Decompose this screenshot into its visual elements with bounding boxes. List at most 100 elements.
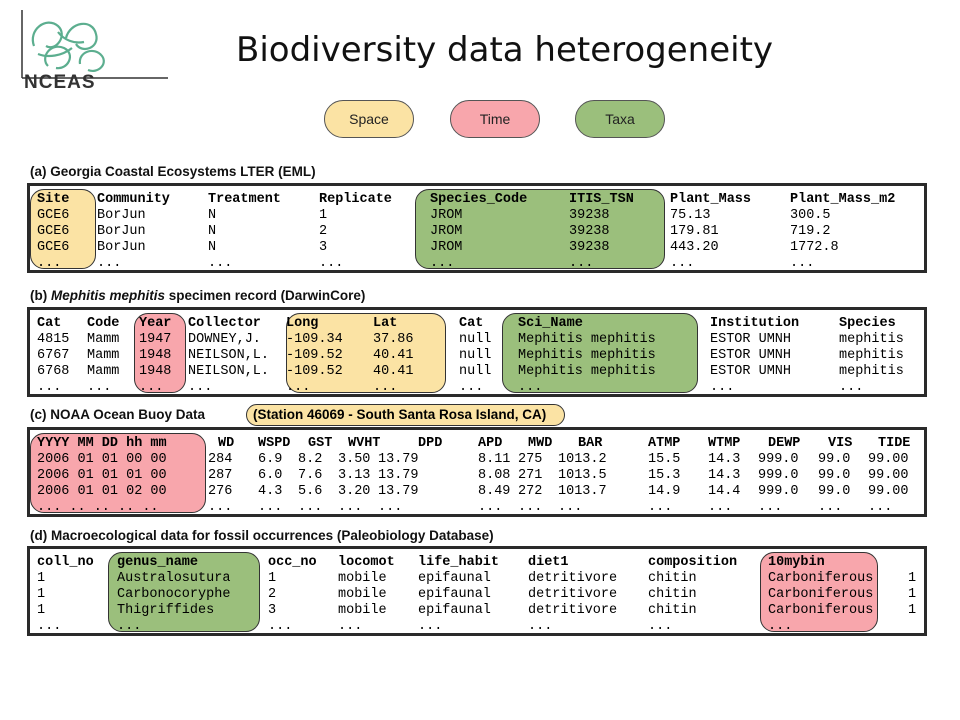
cell: 6.9 — [258, 452, 283, 467]
col-header: DPD — [418, 436, 443, 451]
cell: N — [208, 240, 217, 255]
cell: 272 — [518, 484, 543, 499]
cell: 14.9 — [648, 484, 681, 499]
cell: 6.0 — [258, 468, 283, 483]
cell: ... — [37, 619, 62, 634]
cell: 999.0 — [758, 452, 799, 467]
cell: 443.20 — [670, 240, 719, 255]
col-header: WSPD — [258, 436, 291, 451]
cell: chitin — [648, 571, 697, 586]
cell: 40.41 — [373, 364, 414, 379]
cell: 719.2 — [790, 224, 831, 239]
col-header: Site — [37, 192, 70, 207]
cell: 1 — [268, 571, 277, 586]
col-header: Species_Code — [430, 192, 528, 207]
col-header: WTMP — [708, 436, 741, 451]
cell: NEILSON,L. — [188, 348, 270, 363]
cell: ... — [710, 380, 735, 395]
cell: ... — [648, 500, 673, 515]
cell: 1 — [908, 571, 917, 586]
table-d: coll_no genus_name occ_no locomot life_h… — [27, 546, 927, 636]
cell: 3 — [319, 240, 328, 255]
cell: 284 — [208, 452, 233, 467]
cell: BorJun — [97, 224, 146, 239]
cell: 1013.2 — [558, 452, 607, 467]
cell: mephitis — [839, 364, 904, 379]
nceas-swirl-icon — [21, 10, 168, 79]
col-header: MWD — [528, 436, 553, 451]
col-header: genus_name — [117, 555, 199, 570]
cell: BorJun — [97, 240, 146, 255]
col-header: Replicate — [319, 192, 392, 207]
col-header: VIS — [828, 436, 853, 451]
cell: ESTOR UMNH — [710, 364, 792, 379]
caption-b: (b) Mephitis mephitis specimen record (D… — [30, 288, 365, 303]
cell: ... — [338, 500, 363, 515]
cell: 271 — [518, 468, 543, 483]
cell: 1948 — [139, 348, 172, 363]
cell: ... — [790, 256, 815, 271]
cell: 1948 — [139, 364, 172, 379]
cell: detritivore — [528, 603, 618, 618]
cell: ... — [768, 619, 793, 634]
col-header: diet1 — [528, 555, 569, 570]
cell: GCE6 — [37, 208, 70, 223]
cell: 99.00 — [868, 468, 909, 483]
cell: 4815 — [37, 332, 70, 347]
cell: mephitis — [839, 332, 904, 347]
col-header: YYYY MM DD hh mm — [37, 436, 167, 451]
cell: 1 — [37, 587, 46, 602]
cell: DOWNEY,J. — [188, 332, 261, 347]
cell: 37.86 — [373, 332, 414, 347]
cell: ... — [708, 500, 733, 515]
cell: 13.79 — [378, 484, 419, 499]
cell: 8.2 — [298, 452, 323, 467]
cell: mobile — [338, 603, 387, 618]
cell: 179.81 — [670, 224, 719, 239]
cell: 1 — [908, 587, 917, 602]
cell: Mamm — [87, 332, 120, 347]
cell: 275 — [518, 452, 543, 467]
highlight-time — [760, 552, 878, 632]
cell: 13.79 — [378, 468, 419, 483]
cell: 2 — [319, 224, 328, 239]
caption-d: (d) Macroecological data for fossil occu… — [30, 528, 494, 543]
cell: JROM — [430, 224, 463, 239]
highlight-taxa — [415, 189, 665, 269]
col-header: Cat — [459, 316, 484, 331]
table-a: Site Community Treatment Replicate Speci… — [27, 183, 927, 273]
cell: 300.5 — [790, 208, 831, 223]
cell: Mamm — [87, 364, 120, 379]
cell: N — [208, 208, 217, 223]
cell: Mephitis mephitis — [518, 348, 656, 363]
cell: ... — [518, 380, 543, 395]
cell: epifaunal — [418, 571, 491, 586]
cell: Mephitis mephitis — [518, 364, 656, 379]
cell: 8.49 — [478, 484, 511, 499]
col-header: Long — [286, 316, 319, 331]
cell: 7.6 — [298, 468, 323, 483]
col-header: Community — [97, 192, 170, 207]
cell: null — [459, 348, 492, 363]
cell: ... .. .. .. .. — [37, 500, 159, 515]
cell: JROM — [430, 240, 463, 255]
cell: 75.13 — [670, 208, 711, 223]
cell: ... — [139, 380, 164, 395]
cell: 1947 — [139, 332, 172, 347]
cell: 3.20 — [338, 484, 371, 499]
cell: 99.00 — [868, 484, 909, 499]
cell: ... — [648, 619, 673, 634]
col-header: Institution — [710, 316, 800, 331]
cell: 1 — [319, 208, 328, 223]
table-c: YYYY MM DD hh mm WD WSPD GST WVHT DPD AP… — [27, 427, 927, 517]
cell: ... — [37, 380, 62, 395]
cell: null — [459, 364, 492, 379]
cell: 5.6 — [298, 484, 323, 499]
col-header: WD — [218, 436, 235, 451]
col-header: Year — [139, 316, 172, 331]
cell: 8.08 — [478, 468, 511, 483]
cell: Thigriffides — [117, 603, 215, 618]
col-header: Collector — [188, 316, 261, 331]
caption-suffix: specimen record (DarwinCore) — [165, 288, 366, 303]
highlight-time — [30, 433, 206, 513]
